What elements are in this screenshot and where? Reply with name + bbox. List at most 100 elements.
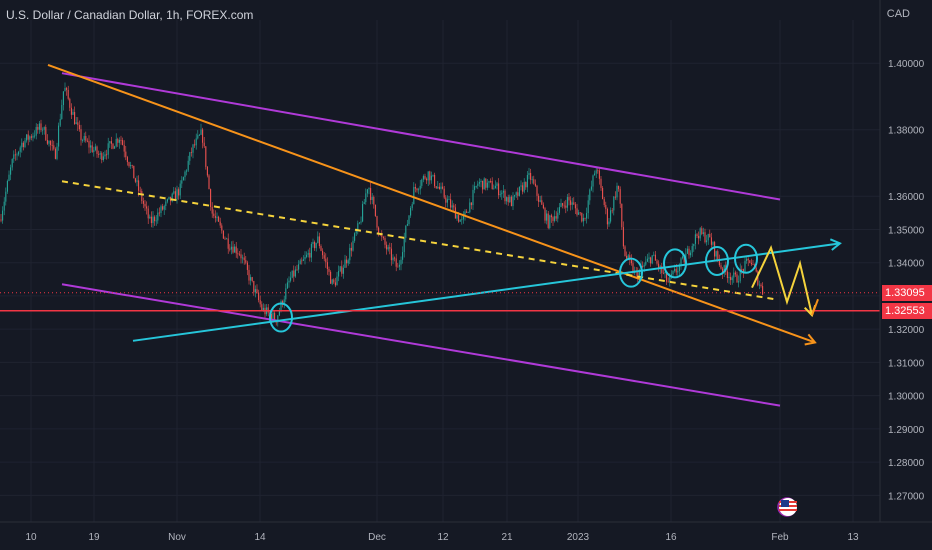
candle-body — [669, 275, 671, 282]
y-tick-label: 1.27000 — [888, 491, 925, 502]
candle-body — [453, 205, 455, 208]
candle-body — [675, 268, 677, 273]
current-price-label: 1.33095 — [882, 284, 932, 301]
candle-body — [339, 266, 341, 272]
candle-body — [286, 282, 288, 289]
candle-body — [160, 206, 162, 214]
candle-body — [230, 246, 232, 250]
candle-body — [683, 256, 685, 263]
candle-body — [192, 144, 194, 153]
candle-body — [632, 263, 634, 274]
candle-body — [488, 180, 490, 183]
candle-body — [120, 139, 122, 141]
candle-body — [549, 215, 551, 228]
candle-body — [262, 307, 264, 311]
candle-body — [86, 140, 88, 142]
candle-body — [318, 236, 320, 247]
candle-body — [715, 251, 717, 257]
us-flag-icon[interactable] — [777, 496, 799, 518]
candle-body — [6, 180, 8, 192]
candle-body — [744, 260, 746, 273]
candle-body — [8, 174, 10, 181]
candle-body — [67, 89, 69, 99]
candle-body — [162, 206, 164, 210]
candle-body — [149, 216, 151, 219]
candle-body — [42, 129, 44, 131]
candle-body — [173, 191, 175, 194]
candle-body — [718, 259, 720, 266]
candle-body — [90, 145, 92, 148]
candle-body — [494, 185, 496, 189]
grid — [0, 20, 880, 522]
candle-body — [381, 234, 383, 237]
support-price-label: 1.32553 — [882, 302, 932, 319]
candle-body — [610, 210, 612, 222]
candle-body — [59, 119, 61, 126]
candle-body — [195, 138, 197, 146]
candle-body — [462, 215, 464, 220]
candle-body — [352, 240, 354, 251]
candle-body — [293, 270, 295, 277]
candle-body — [678, 264, 680, 272]
candle-body — [307, 252, 309, 255]
candle-body — [334, 282, 336, 286]
candle-body — [643, 264, 645, 267]
drawings — [0, 63, 880, 407]
candle-body — [43, 127, 45, 130]
candle-body — [114, 146, 116, 149]
candle-body — [662, 272, 664, 274]
candle-body — [738, 281, 740, 283]
candle-body — [702, 232, 704, 234]
candle-body — [614, 196, 616, 198]
candle-body — [509, 196, 511, 203]
candle-body — [408, 215, 410, 225]
candle-body — [112, 143, 114, 149]
candle-body — [733, 272, 735, 278]
candle-body — [347, 260, 349, 264]
x-tick-label: 19 — [88, 532, 100, 543]
candle-body — [582, 217, 584, 222]
candle-body — [416, 188, 418, 191]
candle-body — [579, 212, 581, 214]
candle-body — [645, 261, 647, 265]
candle-body — [630, 259, 632, 264]
candle-body — [493, 188, 495, 190]
candle-body — [349, 247, 351, 261]
candle-body — [152, 216, 154, 224]
candle-body — [451, 205, 453, 208]
y-tick-label: 1.38000 — [888, 126, 925, 137]
candle-body — [717, 251, 719, 260]
candle-body — [342, 267, 344, 274]
candle-body — [576, 208, 578, 215]
candle-body — [597, 170, 599, 172]
candle-body — [22, 142, 24, 147]
candle-body — [499, 194, 501, 196]
candle-body — [755, 267, 757, 272]
candle-body — [251, 277, 253, 281]
candle-body — [658, 263, 660, 269]
candle-body — [589, 189, 591, 201]
candle-body — [667, 281, 669, 283]
candle-body — [386, 244, 388, 250]
candle-body — [566, 197, 568, 208]
candle-body — [171, 193, 173, 202]
candle-body — [418, 189, 420, 191]
candle-body — [24, 140, 26, 147]
candle-body — [568, 197, 570, 201]
candle-body — [197, 135, 199, 139]
candle-body — [373, 196, 375, 205]
candle-body — [38, 123, 40, 130]
candle-body — [731, 277, 733, 281]
candle-body — [310, 244, 312, 258]
candle-body — [336, 276, 338, 286]
candle-body — [565, 205, 567, 208]
candle-body — [646, 258, 648, 262]
x-tick-label: 2023 — [567, 532, 590, 543]
candle-body — [70, 107, 72, 115]
candle-body — [558, 207, 560, 213]
candle-body — [322, 250, 324, 256]
y-tick-label: 1.29000 — [888, 425, 925, 436]
candle-body — [21, 142, 23, 148]
